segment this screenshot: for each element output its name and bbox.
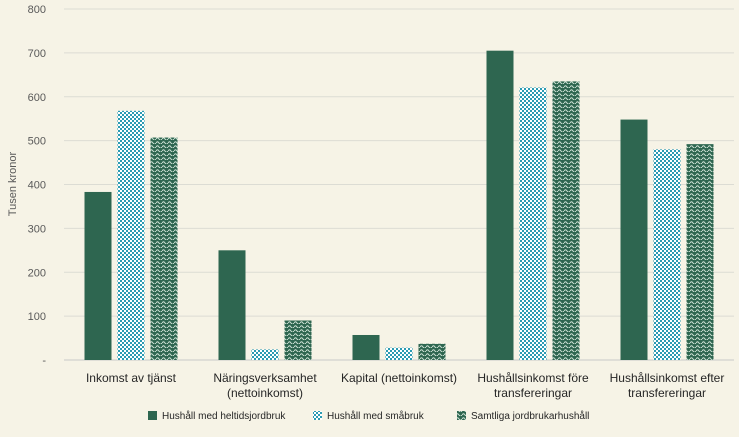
y-tick-label: 800 [28, 4, 46, 16]
bar-1-3 [352, 334, 380, 360]
bar-2-3 [385, 347, 413, 360]
legend: Hushåll med heltidsjordbruk Hushåll med s… [148, 410, 589, 422]
bar-1-5 [620, 119, 648, 360]
legend-label: Samtliga jordbrukarhushåll [471, 410, 589, 422]
x-tick-label: Inkomst av tjänst [86, 371, 177, 385]
bar-2-4 [519, 87, 547, 360]
y-tick-label: - [42, 355, 46, 367]
y-axis: - 100 200 300 400 500 600 700 800 [28, 4, 47, 367]
y-axis-title: Tusen kronor [7, 151, 19, 216]
y-tick-label: 500 [28, 136, 46, 148]
x-tick-label: Näringsverksamhet [213, 371, 317, 385]
legend-label: Hushåll med småbruk [327, 410, 425, 422]
x-tick-label: transfereringar [628, 386, 706, 400]
bar-3-4 [552, 81, 580, 361]
x-tick-label: Hushållsinkomst efter [610, 371, 725, 385]
legend-swatch [313, 411, 322, 420]
bar-1-4 [486, 50, 514, 361]
x-axis-labels: Inkomst av tjänst Näringsverksamhet(netto… [86, 371, 724, 400]
legend-swatch [457, 411, 466, 420]
bar-3-5 [686, 144, 714, 360]
x-tick-label: Kapital (nettoinkomst) [341, 371, 457, 385]
bar-3-2 [284, 320, 312, 360]
bar-3-1 [150, 137, 178, 360]
legend-swatch [148, 411, 157, 420]
y-tick-label: 100 [28, 311, 46, 323]
y-tick-label: 600 [28, 92, 46, 104]
legend-label: Hushåll med heltidsjordbruk [162, 410, 286, 422]
y-tick-label: 400 [28, 180, 46, 192]
y-tick-label: 200 [28, 267, 46, 279]
bar-2-1 [117, 110, 145, 360]
x-tick-label: Hushållsinkomst före [477, 371, 589, 385]
x-tick-label: (nettoinkomst) [227, 386, 303, 400]
bar-2-2 [251, 349, 279, 360]
x-tick-label: transfereringar [494, 386, 572, 400]
bar-3-3 [418, 343, 446, 360]
bar-1-1 [84, 191, 112, 360]
bar-2-5 [653, 149, 681, 360]
bar-1-2 [218, 250, 246, 360]
bars [84, 50, 714, 361]
y-tick-label: 300 [28, 223, 46, 235]
y-tick-label: 700 [28, 48, 46, 60]
